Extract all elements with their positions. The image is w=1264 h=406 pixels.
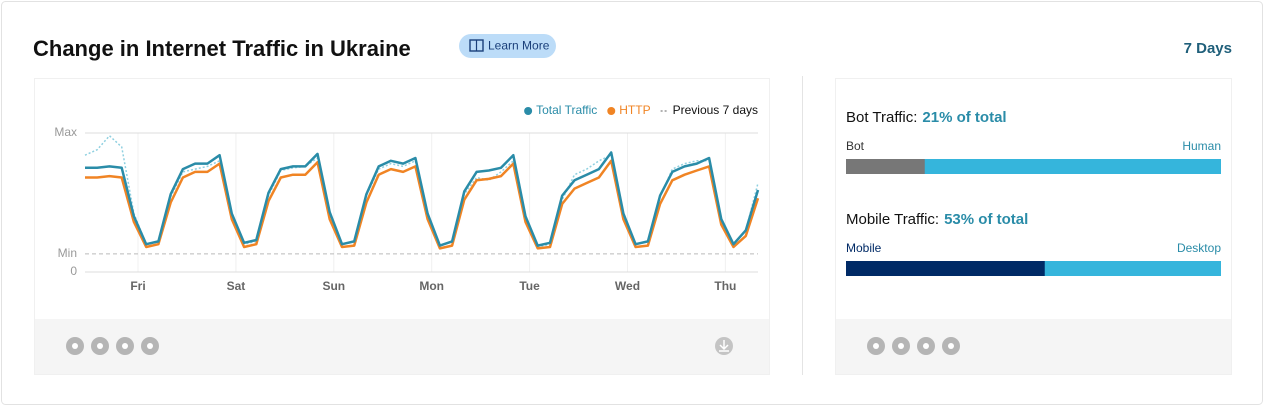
share-value: 53% of total [944,211,1028,228]
share-icon-glyph [97,343,103,349]
share-value: 21% of total [922,109,1006,126]
legend-swatch [524,107,533,115]
series-line [85,159,760,250]
x-tick-label: Fri [130,279,145,293]
legend-swatch [607,107,616,115]
y-tick-label: Max [54,125,77,139]
x-tick-label: Wed [615,279,640,293]
share-left-label: Mobile [846,241,882,255]
share-icon-glyph [898,343,904,349]
share-label: Bot Traffic: [846,109,917,126]
legend-label: HTTP [619,103,650,117]
x-tick-label: Sun [322,279,345,293]
range-selector[interactable]: 7 Days [1184,40,1232,57]
x-tick-label: Sat [227,279,246,293]
share-bar [846,261,1045,276]
title: Change in Internet Traffic in Ukraine [33,36,411,61]
share-left-label: Bot [846,139,865,153]
y-tick-label: Min [58,246,77,260]
legend-label: Total Traffic [536,103,597,117]
share-right-label: Human [1182,139,1221,153]
share-label: Mobile Traffic: [846,211,939,228]
download-glyph [719,340,729,352]
x-tick-label: Thu [714,279,736,293]
share-icon-glyph [122,343,128,349]
share-icon-glyph [72,343,78,349]
learn-more-label[interactable]: Learn More [488,39,550,53]
x-tick-label: Mon [419,279,444,293]
share-right-label: Desktop [1177,241,1221,255]
share-icon-glyph [147,343,153,349]
share-icon-glyph [923,343,929,349]
y-tick-label: 0 [70,264,77,278]
share-bar-rest [846,159,1221,174]
share-icon-glyph [948,343,954,349]
learn-more-button[interactable]: Learn More [459,34,556,58]
share-bar [846,159,925,174]
legend-label: Previous 7 days [673,103,758,117]
series-line [85,151,760,247]
x-tick-label: Tue [519,279,540,293]
share-icon-glyph [873,343,879,349]
